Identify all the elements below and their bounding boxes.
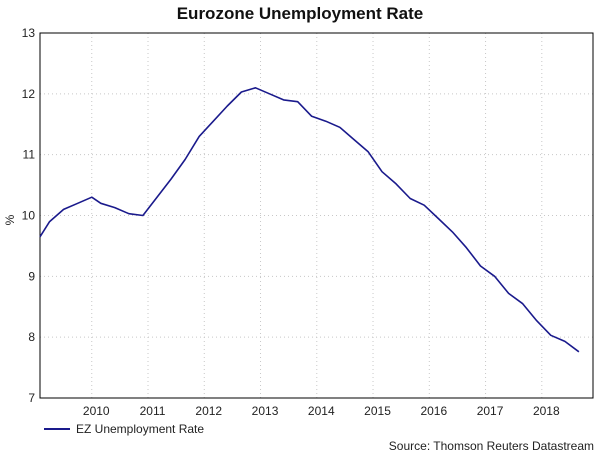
- y-tick-label: 13: [22, 26, 36, 40]
- y-tick-label: 11: [23, 148, 36, 162]
- x-tick-label: 2011: [140, 404, 166, 418]
- y-tick-label: 7: [28, 391, 35, 405]
- y-tick-label: 10: [22, 209, 36, 223]
- x-axis-ticks: 2010 2011 2012 2013 2014 2015 2016 2017 2018: [83, 404, 560, 418]
- y-axis-ticks: 7 8 9 10 11 12 13: [22, 26, 36, 405]
- series-layer: [39, 87, 580, 353]
- series-line-ez-unemployment-rate: [39, 87, 580, 353]
- x-tick-label: 2014: [308, 404, 335, 418]
- x-tick-label: 2016: [420, 404, 447, 418]
- x-tick-label: 2015: [364, 404, 391, 418]
- x-tick-label: 2018: [533, 404, 560, 418]
- chart-title: Eurozone Unemployment Rate: [176, 4, 424, 23]
- y-tick-label: 12: [22, 87, 36, 101]
- legend: EZ Unemployment Rate: [44, 422, 204, 436]
- y-tick-label: 9: [28, 269, 35, 283]
- grid: [40, 33, 593, 398]
- legend-label: EZ Unemployment Rate: [76, 422, 205, 436]
- x-tick-label: 2010: [83, 404, 110, 418]
- x-tick-label: 2017: [477, 404, 504, 418]
- y-tick-label: 8: [28, 330, 35, 344]
- legend-swatch: [44, 428, 70, 430]
- x-tick-label: 2013: [252, 404, 279, 418]
- y-axis-label: %: [3, 214, 17, 225]
- x-tick-label: 2012: [195, 404, 222, 418]
- source-note: Source: Thomson Reuters Datastream: [388, 439, 594, 453]
- plot-area-frame: [39, 32, 594, 399]
